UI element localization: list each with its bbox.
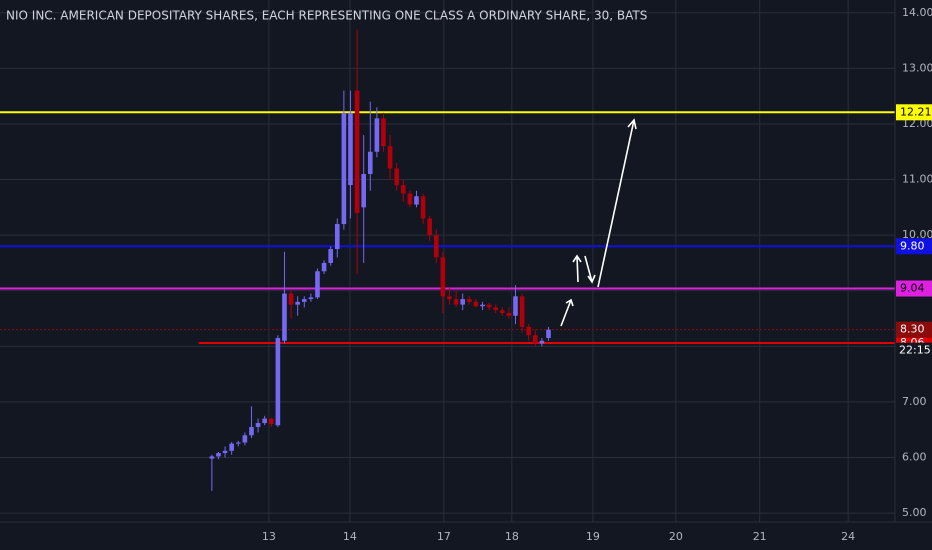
y-tick-label: 14.00 <box>902 6 932 19</box>
last-price-label: 8.30 <box>900 323 925 336</box>
last-price-box <box>896 321 932 338</box>
candle-body <box>466 299 472 302</box>
arrow <box>584 255 596 284</box>
candle-body <box>275 337 281 426</box>
candles <box>209 29 551 491</box>
x-tick-label: 13 <box>262 530 276 543</box>
candle-body <box>209 456 215 459</box>
x-tick-label: 20 <box>669 530 683 543</box>
candle-body <box>440 257 446 297</box>
candle-body <box>513 296 518 316</box>
candle-body <box>532 335 538 344</box>
candle-body <box>460 299 465 305</box>
x-tick-label: 21 <box>753 530 767 543</box>
candle-body <box>222 450 228 454</box>
x-tick-label: 18 <box>505 530 519 543</box>
arrows <box>560 118 637 327</box>
candle-body <box>473 301 479 307</box>
candle-body <box>334 224 340 250</box>
candle-body <box>367 151 373 174</box>
candle-body <box>282 293 287 341</box>
candle-body <box>526 326 531 336</box>
countdown-label: 22:15 <box>899 344 931 357</box>
candle-body <box>414 196 419 205</box>
candle-body <box>433 235 439 258</box>
candle-body <box>506 312 512 316</box>
candle-body <box>546 329 551 338</box>
axes: 5.006.007.008.009.0010.0011.0012.0013.00… <box>262 6 932 543</box>
candle-body <box>499 310 505 313</box>
price-label-box <box>896 104 932 121</box>
candle-body <box>348 112 353 186</box>
candle-body <box>387 146 393 169</box>
x-tick-label: 19 <box>586 530 600 543</box>
candle-body <box>235 442 241 444</box>
candle-body <box>301 299 307 302</box>
arrow <box>597 118 637 288</box>
candle-body <box>315 271 320 298</box>
y-tick-label: 6.00 <box>902 451 927 464</box>
candle-body <box>216 453 221 457</box>
candle-body <box>480 304 485 307</box>
candle-body <box>255 423 261 427</box>
price-label-box <box>896 280 932 297</box>
candle-body <box>453 299 459 305</box>
y-tick-label: 10.00 <box>902 228 932 241</box>
candle-body <box>493 307 498 311</box>
candle-body <box>328 249 333 263</box>
candle-body <box>407 193 413 205</box>
x-tick-label: 24 <box>841 530 855 543</box>
x-tick-label: 14 <box>343 530 357 543</box>
candle-body <box>381 118 386 147</box>
y-tick-label: 7.00 <box>902 395 927 408</box>
candle-body <box>249 426 254 436</box>
candle-body <box>374 118 380 152</box>
candle-body <box>288 293 294 305</box>
candle-body <box>262 418 267 424</box>
candle-body <box>519 296 525 327</box>
levels <box>0 111 895 344</box>
candle-body <box>229 443 234 451</box>
countdown-box <box>896 342 932 359</box>
price-label-box <box>896 238 932 255</box>
candle-body <box>295 301 300 305</box>
candle-body <box>268 418 274 425</box>
price-label: 9.04 <box>900 282 925 295</box>
candle-body <box>321 262 327 272</box>
price-label: 12.21 <box>900 105 932 118</box>
candle-body <box>400 185 406 194</box>
candle-body <box>354 90 360 213</box>
y-tick-label: 13.00 <box>902 61 932 74</box>
y-tick-label: 5.00 <box>902 506 927 519</box>
candle-body <box>394 168 399 186</box>
candle-body <box>242 435 248 443</box>
y-tick-label: 11.00 <box>902 173 932 186</box>
candle-body <box>420 196 426 219</box>
candle-body <box>427 218 432 236</box>
candle-body <box>308 297 314 300</box>
candle-body <box>447 296 452 300</box>
candle-body <box>486 304 492 308</box>
candle-body <box>539 340 545 344</box>
candle-body <box>361 174 366 208</box>
arrow <box>560 298 574 327</box>
arrow <box>572 254 582 283</box>
chart-title: NIO INC. AMERICAN DEPOSITARY SHARES, EAC… <box>6 9 647 23</box>
candle-body <box>341 112 347 225</box>
price-label: 9.80 <box>900 239 925 252</box>
x-tick-label: 17 <box>437 530 451 543</box>
